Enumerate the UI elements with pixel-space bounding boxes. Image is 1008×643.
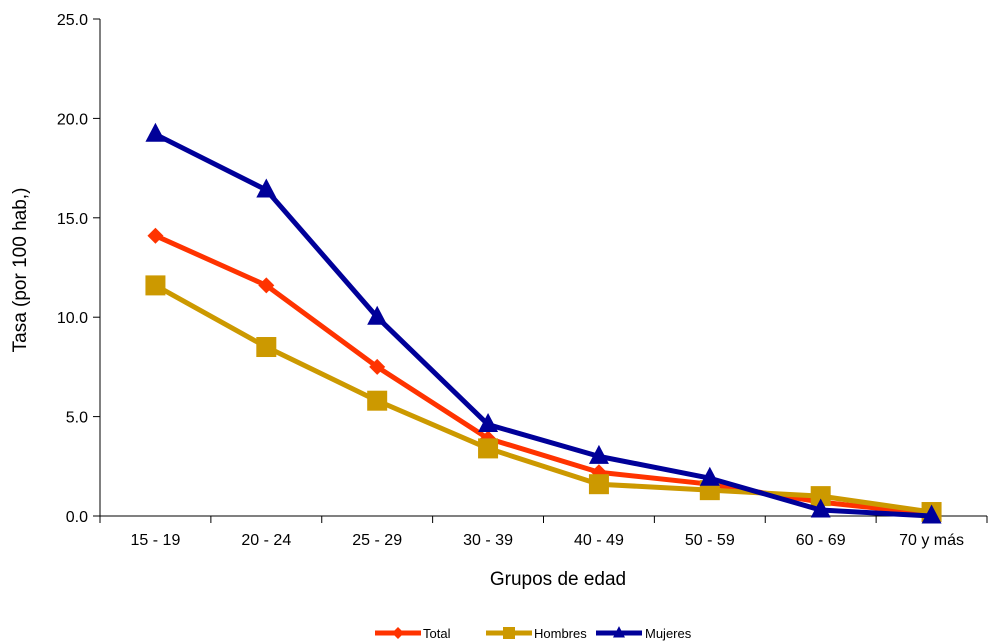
data-point (588, 444, 609, 464)
data-point (367, 305, 388, 325)
legend-item-total: Total (375, 626, 451, 641)
data-point (478, 438, 499, 459)
data-point (147, 227, 164, 244)
x-axis-title: Grupos de edad (490, 569, 626, 590)
data-point (369, 358, 386, 375)
y-tick-label: 20.0 (57, 111, 88, 128)
data-point (588, 474, 609, 495)
data-point (699, 466, 720, 486)
data-point (478, 413, 499, 433)
x-tick-label: 15 - 19 (131, 532, 181, 549)
y-tick-label: 0.0 (66, 509, 88, 526)
x-tick-label: 25 - 29 (352, 532, 402, 549)
legend-label: Hombres (534, 626, 587, 641)
x-tick-label: 40 - 49 (574, 532, 624, 549)
y-tick-label: 15.0 (57, 211, 88, 228)
axes: 0.0 5.0 10.0 15.0 20.0 25.0 15 - 19 20 - 24 25 -… (57, 12, 988, 549)
data-point (810, 498, 831, 518)
legend-marker (613, 626, 625, 638)
y-axis-title: Tasa (por 100 hab,) (10, 188, 31, 353)
series-layer (145, 122, 942, 524)
data-point (921, 504, 942, 524)
series-hombres (145, 275, 942, 523)
data-point (256, 337, 277, 358)
series-mujeres (145, 122, 942, 524)
legend-marker (392, 627, 404, 639)
x-tick-label: 50 - 59 (685, 532, 735, 549)
legend-marker (503, 627, 515, 639)
legend-label: Mujeres (645, 626, 692, 641)
data-point (145, 275, 166, 296)
series-total (147, 227, 940, 523)
data-point (258, 277, 275, 294)
y-tick-label: 10.0 (57, 310, 88, 327)
y-tick-label: 5.0 (66, 410, 88, 427)
data-point (810, 486, 831, 507)
data-point (367, 390, 388, 411)
legend-item-mujeres: Mujeres (596, 626, 692, 641)
x-tick-label: 60 - 69 (796, 532, 846, 549)
data-point (145, 122, 166, 142)
legend: Total Hombres Mujeres (375, 626, 692, 641)
x-tick-label: 20 - 24 (241, 532, 291, 549)
y-tick-label: 25.0 (57, 12, 88, 29)
series-line (154, 233, 932, 517)
x-tick-label: 30 - 39 (463, 532, 513, 549)
data-point (256, 178, 277, 198)
legend-label: Total (423, 626, 451, 641)
x-tick-label: 70 y más (899, 532, 964, 549)
series-line (154, 132, 932, 519)
series-line (154, 283, 932, 515)
legend-item-hombres: Hombres (486, 626, 587, 641)
